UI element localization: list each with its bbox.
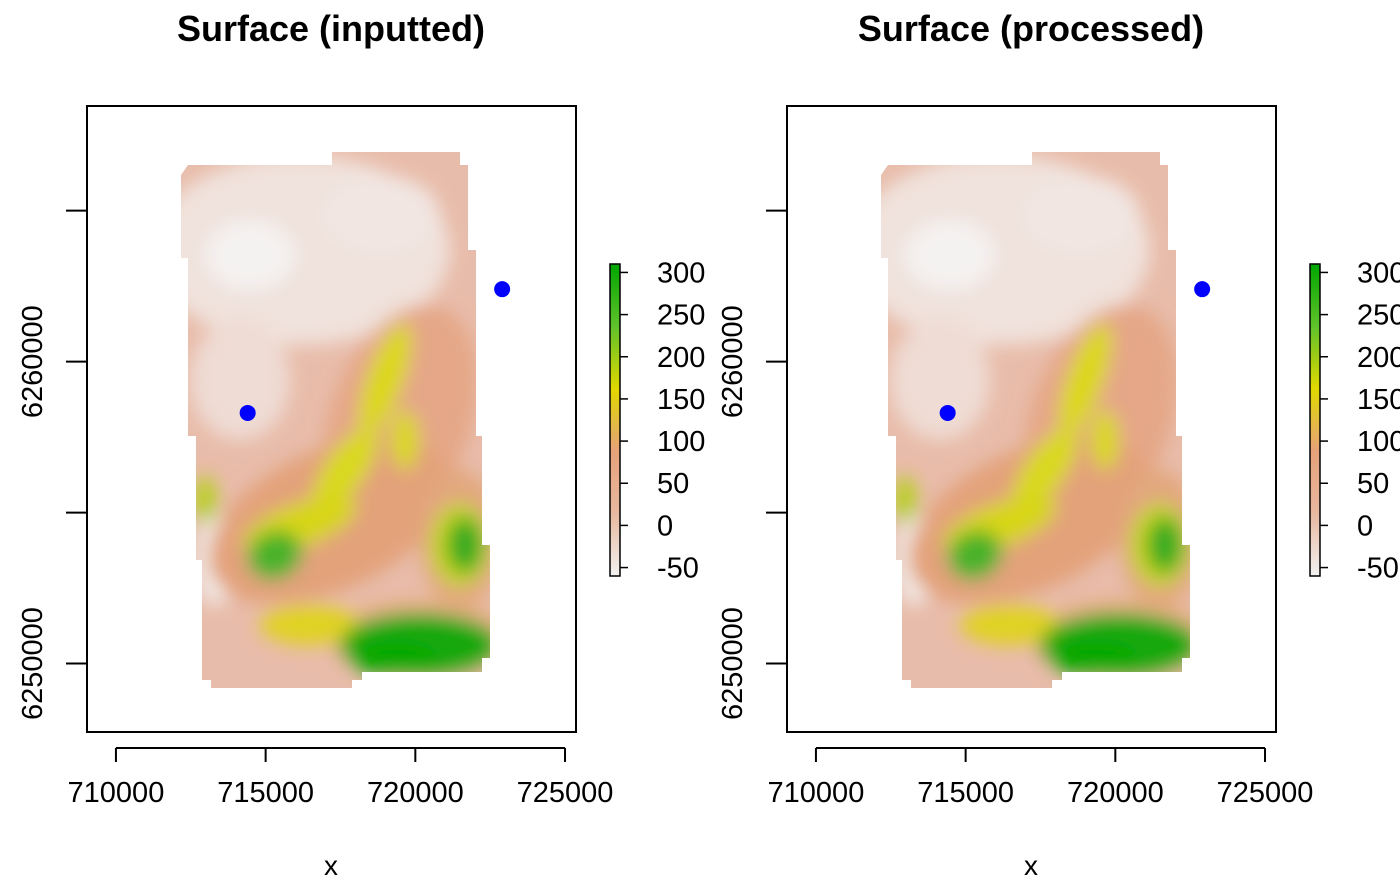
colorbar-tick-label: 0 bbox=[657, 510, 673, 542]
colorbar-tick-label: 150 bbox=[1357, 384, 1400, 416]
colorbar-tick-label: 300 bbox=[657, 257, 705, 289]
x-tick-label: 725000 bbox=[517, 777, 614, 809]
colorbar-tick-label: 250 bbox=[657, 300, 705, 332]
x-axis-label: x bbox=[324, 850, 338, 881]
chart-svg: 710000 715000 720000 725000 6250000 6260000 30… bbox=[17, 152, 705, 809]
colorbar-tick-label: 300 bbox=[1357, 257, 1400, 289]
panel-inputted: Surface (inputted) 710000 715000 720000 725… bbox=[0, 0, 705, 881]
plot-area bbox=[86, 105, 577, 733]
colorbar-tick-label: 200 bbox=[657, 342, 705, 374]
x-axis-label: x bbox=[1024, 850, 1038, 881]
y-tick-label: 6250000 bbox=[717, 607, 749, 720]
chart-svg: 710000 715000 720000 725000 6250000 6260000 30… bbox=[717, 152, 1400, 809]
surface-raster bbox=[881, 152, 1190, 688]
colorbar-tick-label: 150 bbox=[657, 384, 705, 416]
x-tick-label: 725000 bbox=[1217, 777, 1314, 809]
x-tick-label: 715000 bbox=[217, 777, 314, 809]
colorbar-tick-label: -50 bbox=[657, 553, 699, 585]
colorbar bbox=[1309, 263, 1321, 577]
x-tick-label: 720000 bbox=[1067, 777, 1164, 809]
colorbar-tick-label: 50 bbox=[657, 468, 689, 500]
x-tick-label: 710000 bbox=[68, 777, 165, 809]
sample-point bbox=[939, 404, 956, 421]
y-tick-label: 6260000 bbox=[17, 305, 49, 418]
colorbar-tick-label: -50 bbox=[1357, 553, 1399, 585]
x-tick-label: 715000 bbox=[917, 777, 1014, 809]
sample-point bbox=[494, 281, 511, 298]
x-tick-label: 720000 bbox=[367, 777, 464, 809]
colorbar-tick-label: 250 bbox=[1357, 300, 1400, 332]
chart-title: Surface (inputted) bbox=[176, 8, 485, 49]
colorbar-tick-label: 50 bbox=[1357, 468, 1389, 500]
colorbar-tick-label: 0 bbox=[1357, 510, 1373, 542]
panel-processed: Surface (processed) 710000 715000 720000 72… bbox=[700, 0, 1400, 881]
x-tick-label: 710000 bbox=[768, 777, 865, 809]
y-tick-label: 6250000 bbox=[17, 607, 49, 720]
colorbar-tick-label: 200 bbox=[1357, 342, 1400, 374]
sample-point bbox=[1194, 281, 1211, 298]
surface-raster bbox=[181, 152, 490, 688]
y-tick-label: 6260000 bbox=[717, 305, 749, 418]
sample-point bbox=[239, 404, 256, 421]
chart-title: Surface (processed) bbox=[857, 8, 1205, 49]
colorbar-tick-label: 100 bbox=[1357, 426, 1400, 458]
colorbar bbox=[609, 263, 621, 577]
colorbar-tick-label: 100 bbox=[657, 426, 705, 458]
plot-area bbox=[786, 105, 1277, 733]
